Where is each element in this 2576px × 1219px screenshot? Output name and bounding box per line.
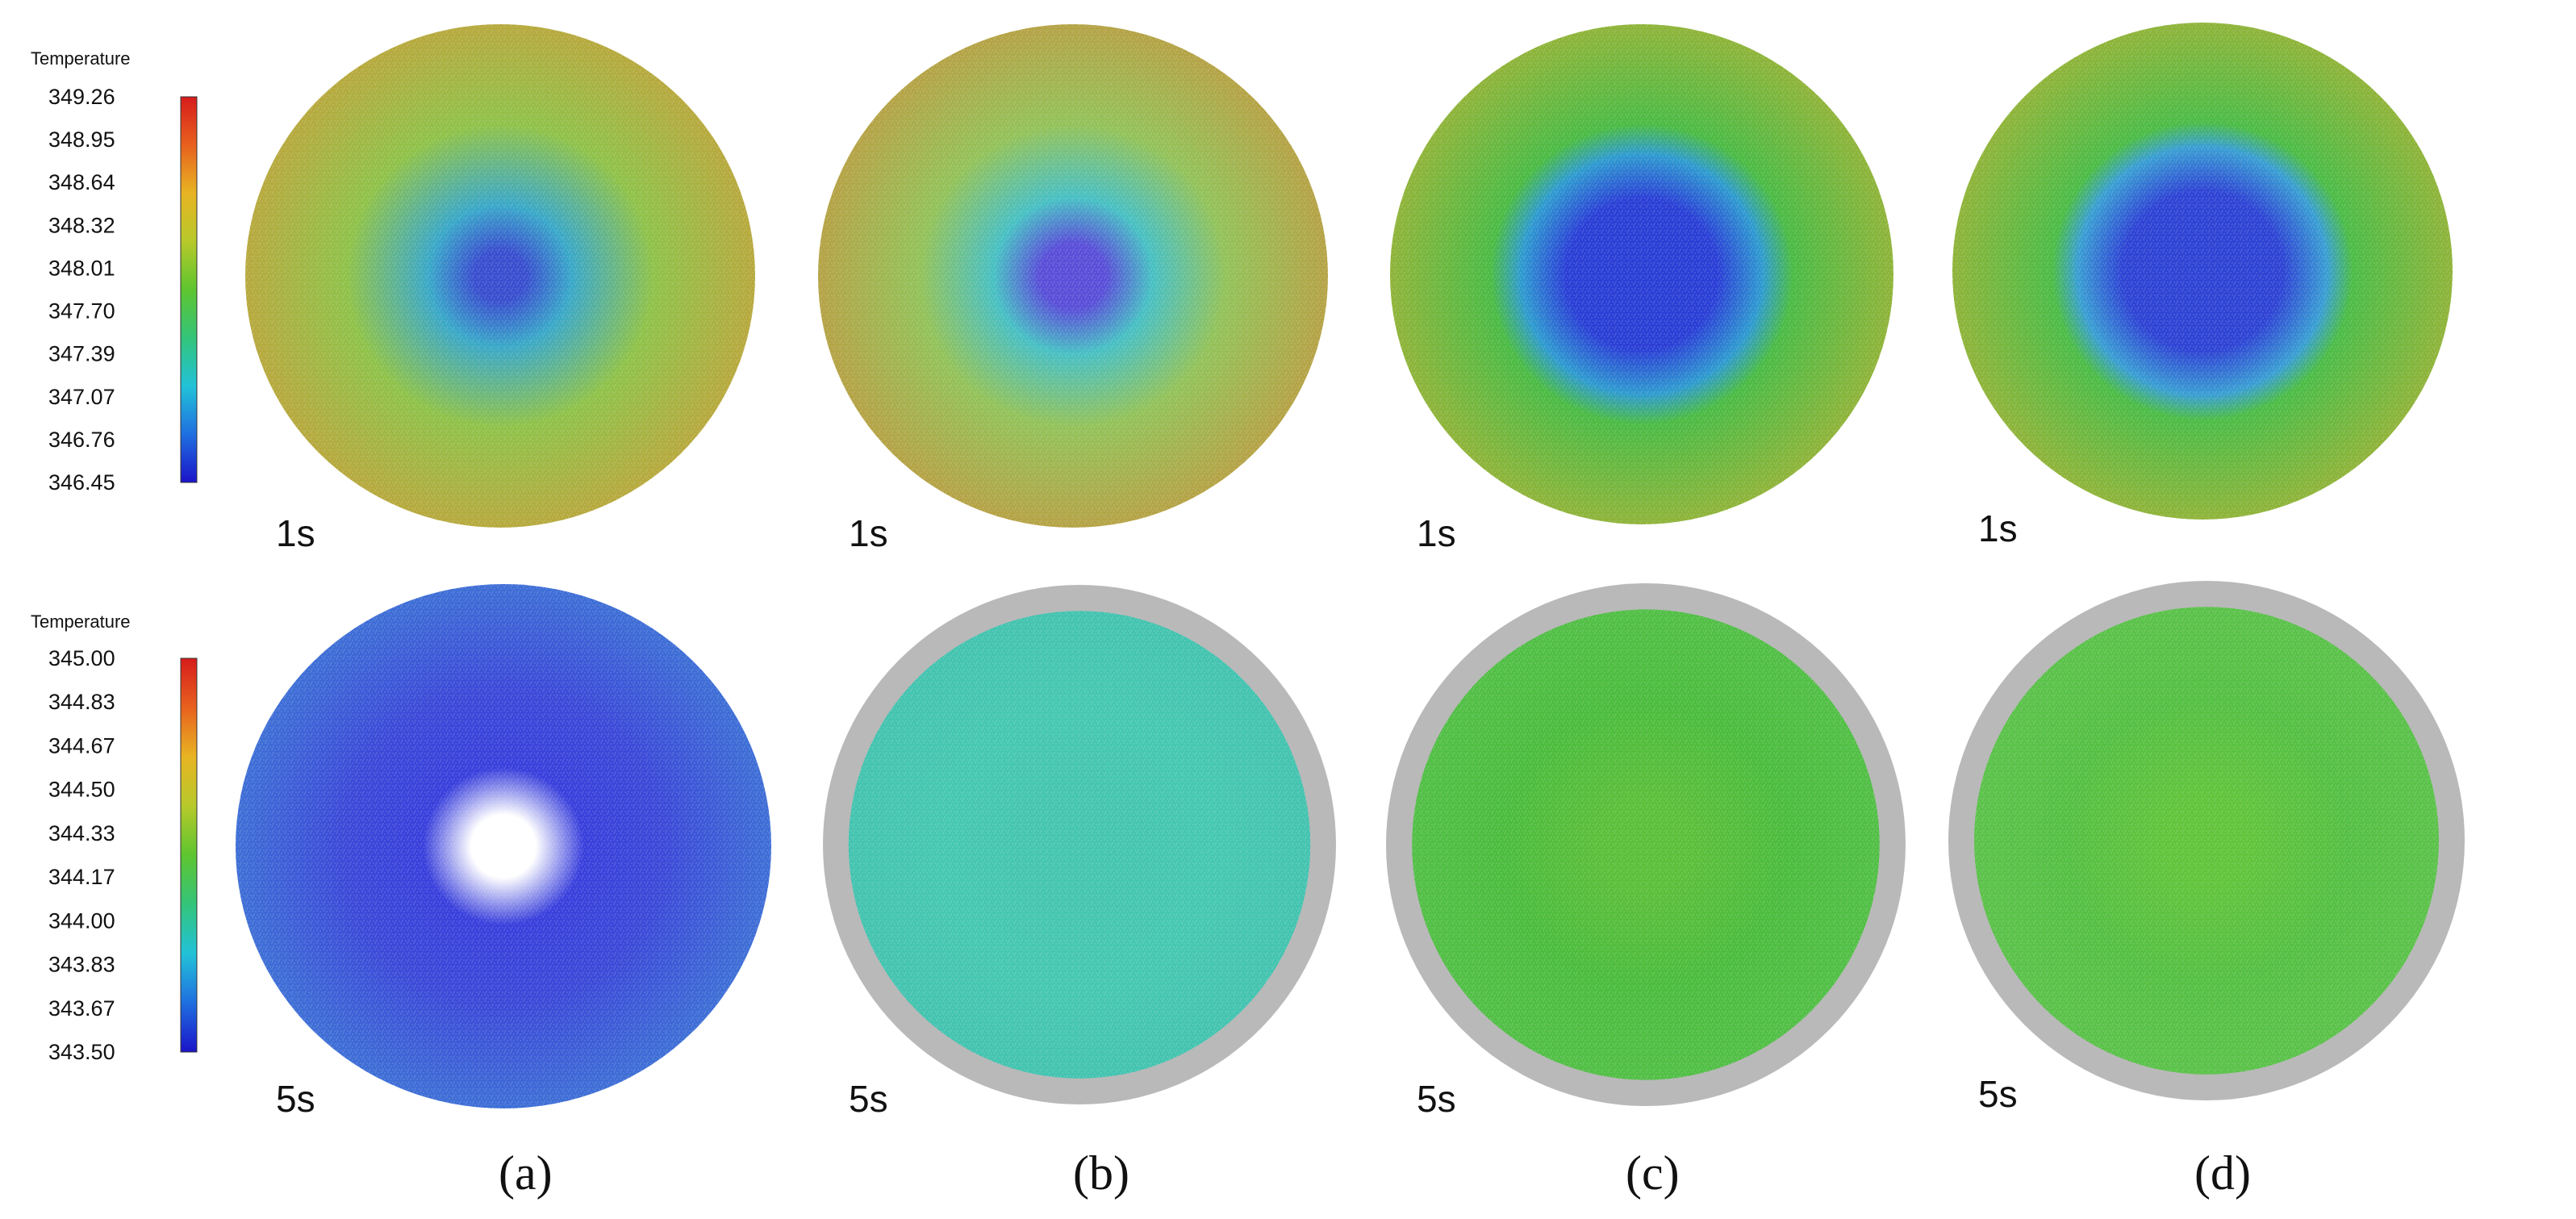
legend-top-tick: 348.64 bbox=[48, 170, 115, 194]
panel-c-bottom bbox=[1386, 583, 1906, 1106]
particle-texture bbox=[1952, 23, 2453, 520]
panel-a-bottom bbox=[236, 584, 771, 1108]
legend-bottom-tick: 344.00 bbox=[48, 908, 115, 933]
legend-top-tick: 347.07 bbox=[48, 385, 115, 409]
particle-texture bbox=[245, 24, 755, 528]
time-label-a-top: 1s bbox=[276, 512, 315, 554]
particle-texture bbox=[818, 24, 1328, 528]
panel-b-bottom bbox=[823, 585, 1336, 1104]
legend-top: Temperature 349.26 348.95 348.64 348.32 348.… bbox=[31, 48, 198, 495]
legend-bottom-tick: 345.00 bbox=[48, 646, 115, 670]
legend-top-tick: 348.32 bbox=[48, 213, 115, 237]
particle-texture bbox=[1412, 609, 1880, 1080]
legend-bottom-title: Temperature bbox=[31, 612, 131, 632]
particle-texture bbox=[1390, 24, 1893, 524]
time-label-c-bottom: 5s bbox=[1417, 1078, 1456, 1120]
time-label-c-top: 1s bbox=[1417, 512, 1456, 554]
panel-label-d: (d) bbox=[2194, 1146, 2251, 1200]
legend-bottom-tick: 344.83 bbox=[48, 690, 115, 714]
time-label-a-bottom: 5s bbox=[276, 1078, 315, 1120]
panel-label-b: (b) bbox=[1073, 1146, 1129, 1200]
legend-bottom-tick: 344.67 bbox=[48, 733, 115, 758]
legend-bottom-colorbar bbox=[180, 658, 198, 1053]
legend-top-title: Temperature bbox=[31, 48, 131, 69]
legend-bottom: Temperature 345.00 344.83 344.67 344.50 344.… bbox=[31, 612, 198, 1064]
panel-label-c: (c) bbox=[1626, 1146, 1680, 1200]
time-label-b-top: 1s bbox=[849, 512, 888, 554]
panel-d-bottom bbox=[1948, 581, 2465, 1100]
panel-b-top bbox=[818, 24, 1328, 528]
legend-bottom-tick: 343.83 bbox=[48, 953, 115, 977]
legend-bottom-tick: 344.50 bbox=[48, 778, 115, 802]
legend-top-tick: 347.70 bbox=[48, 299, 115, 324]
legend-top-colorbar bbox=[180, 96, 198, 483]
particle-texture bbox=[1974, 607, 2439, 1075]
particle-texture bbox=[236, 584, 771, 1108]
panel-label-a: (a) bbox=[499, 1146, 553, 1200]
panel-d-top bbox=[1952, 23, 2453, 520]
legend-top-tick: 349.26 bbox=[48, 85, 115, 109]
legend-top-tick: 346.45 bbox=[48, 470, 115, 495]
time-label-d-top: 1s bbox=[1978, 507, 2018, 549]
particle-texture bbox=[848, 611, 1311, 1079]
legend-bottom-tick: 343.67 bbox=[48, 996, 115, 1021]
time-label-d-bottom: 5s bbox=[1978, 1073, 2018, 1115]
time-label-b-bottom: 5s bbox=[849, 1078, 888, 1120]
legend-bottom-tick: 344.17 bbox=[48, 865, 115, 889]
legend-top-tick: 346.76 bbox=[48, 428, 115, 452]
panel-a-top bbox=[245, 24, 755, 528]
legend-top-tick: 348.01 bbox=[48, 256, 115, 280]
legend-top-tick: 347.39 bbox=[48, 342, 115, 366]
legend-bottom-tick: 343.50 bbox=[48, 1040, 115, 1064]
legend-top-tick: 348.95 bbox=[48, 127, 115, 152]
legend-bottom-tick: 344.33 bbox=[48, 821, 115, 845]
panel-c-top bbox=[1390, 24, 1893, 524]
